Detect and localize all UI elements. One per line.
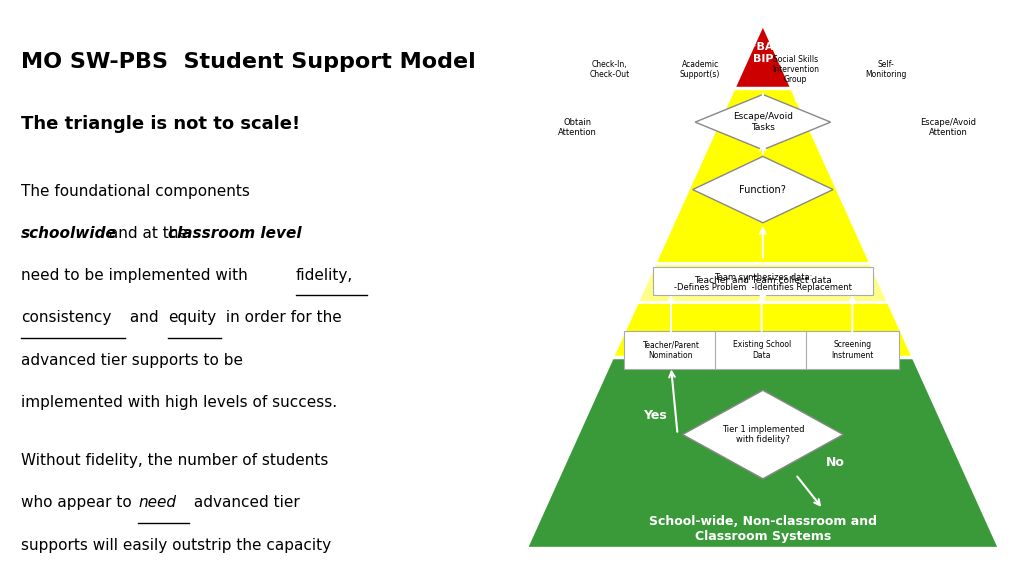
Text: FBA/
BIP: FBA/ BIP <box>749 42 777 64</box>
Polygon shape <box>638 263 888 302</box>
Text: Check-In,
Check-Out: Check-In, Check-Out <box>590 60 630 79</box>
Text: in order for the: in order for the <box>221 310 342 325</box>
Text: The triangle is not to scale!: The triangle is not to scale! <box>22 115 300 133</box>
Polygon shape <box>695 94 830 150</box>
Text: and: and <box>125 310 164 325</box>
Text: Escape/Avoid
Tasks: Escape/Avoid Tasks <box>733 112 793 132</box>
Text: implemented with high levels of success.: implemented with high levels of success. <box>22 395 338 410</box>
Text: Social Skills
Intervention
Group: Social Skills Intervention Group <box>772 55 819 85</box>
Polygon shape <box>692 157 834 223</box>
Text: Without fidelity, the number of students: Without fidelity, the number of students <box>22 453 329 468</box>
Text: Screening
Instrument: Screening Instrument <box>831 340 873 359</box>
Text: Team synthesizes data:
-Defines Problem  -Identifies Replacement: Team synthesizes data: -Defines Problem … <box>674 273 852 292</box>
Text: fidelity,: fidelity, <box>296 268 353 283</box>
Polygon shape <box>734 25 792 88</box>
Polygon shape <box>613 88 912 357</box>
Text: MO SW-PBS  Student Support Model: MO SW-PBS Student Support Model <box>22 52 476 72</box>
Text: schoolwide: schoolwide <box>22 226 117 241</box>
Text: consistency: consistency <box>22 310 112 325</box>
Polygon shape <box>527 25 998 548</box>
Text: Existing School
Data: Existing School Data <box>732 340 791 359</box>
Text: advanced tier: advanced tier <box>189 495 300 510</box>
Polygon shape <box>683 391 843 479</box>
Text: advanced tier supports to be: advanced tier supports to be <box>22 353 244 367</box>
Text: Self-
Monitoring: Self- Monitoring <box>865 60 906 79</box>
Text: Teacher/Parent
Nomination: Teacher/Parent Nomination <box>642 340 699 359</box>
Text: Function?: Function? <box>739 184 786 195</box>
FancyBboxPatch shape <box>806 331 899 369</box>
Text: Yes: Yes <box>643 409 667 422</box>
FancyBboxPatch shape <box>715 331 808 369</box>
Text: equity: equity <box>168 310 216 325</box>
Text: Tier 1 implemented
with fidelity?: Tier 1 implemented with fidelity? <box>722 425 804 444</box>
Text: No: No <box>826 456 845 469</box>
Text: need: need <box>138 495 176 510</box>
Text: Escape/Avoid
Attention: Escape/Avoid Attention <box>921 118 977 137</box>
FancyBboxPatch shape <box>653 267 872 295</box>
Text: and at the: and at the <box>103 226 193 241</box>
Text: classroom level: classroom level <box>168 226 301 241</box>
FancyBboxPatch shape <box>625 331 718 369</box>
Text: who appear to: who appear to <box>22 495 137 510</box>
Text: Academic
Support(s): Academic Support(s) <box>680 60 720 79</box>
Text: The foundational components: The foundational components <box>22 184 250 199</box>
Text: Obtain
Attention: Obtain Attention <box>558 118 597 137</box>
Text: need to be implemented with: need to be implemented with <box>22 268 253 283</box>
Text: supports will easily outstrip the capacity: supports will easily outstrip the capaci… <box>22 537 332 552</box>
Text: School-wide, Non-classroom and
Classroom Systems: School-wide, Non-classroom and Classroom… <box>649 514 877 543</box>
Text: Teacher and Team collect data: Teacher and Team collect data <box>694 276 831 285</box>
